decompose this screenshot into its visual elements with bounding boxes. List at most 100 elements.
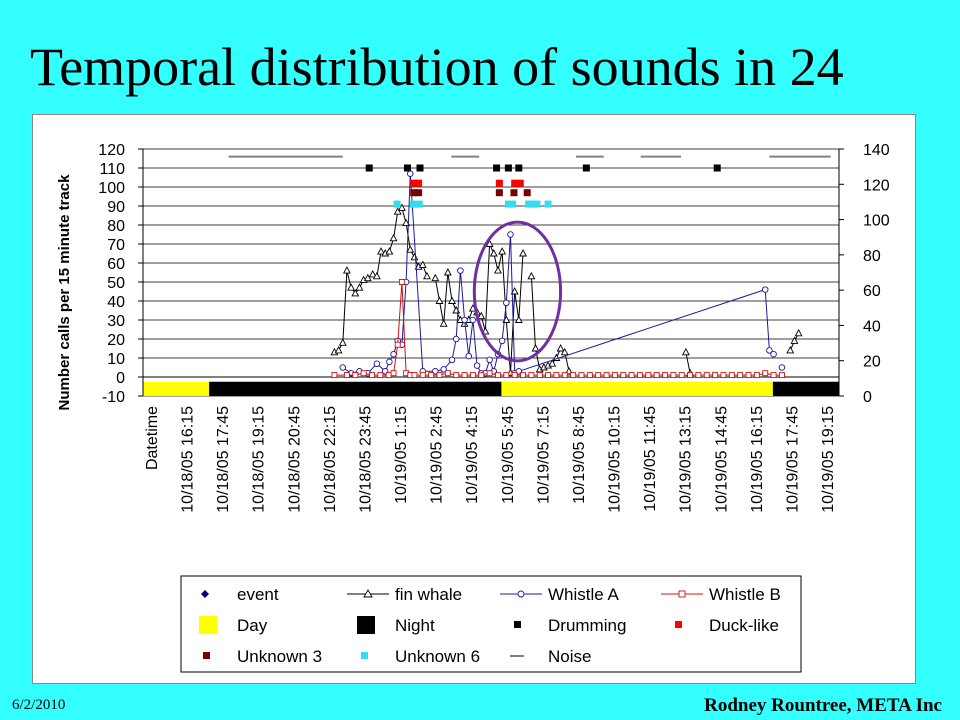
unk3-marker bbox=[410, 189, 418, 197]
unk6-marker bbox=[533, 200, 541, 208]
fin-point bbox=[556, 344, 565, 352]
fin-point bbox=[514, 315, 523, 323]
unk3-marker bbox=[523, 189, 531, 197]
whistleB-point bbox=[687, 372, 694, 379]
x-tick-label: Datetime bbox=[144, 406, 161, 470]
legend-item-whistleA: Whistle A bbox=[500, 585, 620, 604]
fin-point bbox=[410, 252, 419, 261]
fin-point bbox=[334, 345, 343, 354]
x-tick-label: 10/18/05 16:15 bbox=[180, 406, 197, 513]
fin-point bbox=[372, 271, 381, 280]
y-tick-label: 100 bbox=[98, 180, 125, 197]
drum-marker bbox=[582, 164, 590, 172]
whistleB-point bbox=[553, 372, 560, 379]
footer-date: 6/2/2010 bbox=[12, 697, 66, 713]
whistleB-point bbox=[545, 372, 552, 379]
x-tick-labels: Datetime 10/18/05 16:15 10/18/05 17:45 10/1… bbox=[144, 406, 837, 513]
legend-marker bbox=[363, 589, 373, 598]
whistleB-point bbox=[645, 372, 652, 379]
fin-point bbox=[790, 336, 799, 344]
fin-point bbox=[794, 328, 803, 337]
x-tick-label: 10/19/05 5:45 bbox=[500, 406, 517, 504]
x-tick-label: 10/19/05 13:15 bbox=[678, 406, 695, 513]
whistleB-point bbox=[390, 370, 397, 377]
duck-marker bbox=[516, 179, 524, 187]
whistleB-point bbox=[720, 372, 727, 379]
x-tick-label: 10/19/05 10:15 bbox=[607, 406, 624, 513]
fin-point bbox=[377, 247, 385, 255]
whistleB-point bbox=[428, 372, 435, 379]
y2-tick-label: 80 bbox=[863, 248, 881, 265]
whistleB-point bbox=[436, 372, 443, 379]
whistleB-point bbox=[453, 372, 460, 379]
y-tick-label: 10 bbox=[107, 351, 125, 368]
y2-tick-label: 60 bbox=[863, 283, 881, 300]
series bbox=[330, 170, 803, 379]
day-night-bar bbox=[143, 376, 839, 396]
whistleB-point bbox=[578, 372, 585, 379]
y2-tick-label: 40 bbox=[863, 318, 881, 335]
chart-panel: -10 0 10 20 30 40 50 60 70 80 90 100 110 120 0 20 40 60 80… bbox=[32, 114, 916, 684]
fin-point bbox=[519, 249, 527, 257]
y2-tick-label: 20 bbox=[863, 354, 881, 371]
fin-point bbox=[342, 266, 351, 274]
x-tick-label: 10/19/05 4:15 bbox=[464, 406, 481, 504]
whistleB-point bbox=[670, 372, 677, 379]
whistleA-point bbox=[448, 356, 456, 364]
fin-point bbox=[681, 347, 690, 356]
legend-label: event bbox=[237, 585, 279, 604]
fin-point bbox=[448, 296, 456, 304]
whistleB-point bbox=[611, 372, 618, 379]
legend-label: Whistle B bbox=[709, 585, 781, 604]
fin-point bbox=[527, 271, 536, 280]
y-tick-label: 90 bbox=[107, 199, 125, 216]
whistleB-point bbox=[712, 372, 719, 379]
drum-marker bbox=[365, 164, 373, 172]
fin-point bbox=[355, 283, 364, 291]
whistleA-point bbox=[457, 267, 464, 274]
whistleB-line bbox=[334, 281, 782, 376]
unk6-marker bbox=[409, 200, 417, 208]
y-tick-label: 0 bbox=[116, 370, 125, 387]
fin-point bbox=[389, 233, 398, 242]
whistleA-point bbox=[486, 356, 493, 364]
legend-item-unk6: Unknown 6 bbox=[361, 647, 480, 666]
legend-label: Noise bbox=[548, 647, 591, 666]
legend-box bbox=[180, 575, 802, 673]
fin-point bbox=[351, 288, 360, 297]
whistleB-point bbox=[570, 372, 577, 379]
slide-title: Temporal distribution of sounds in 24 bbox=[30, 37, 844, 97]
y-tick-label: 30 bbox=[107, 313, 125, 330]
unk6-marker bbox=[393, 200, 401, 208]
x-tick-label: 10/19/05 2:45 bbox=[429, 406, 446, 504]
y-tick-label: 50 bbox=[107, 275, 125, 292]
whistleB-point bbox=[628, 372, 635, 379]
whistleB-point bbox=[478, 372, 485, 379]
unk6-marker bbox=[509, 200, 517, 208]
x-tick-label: 10/19/05 16:15 bbox=[749, 406, 766, 513]
fin-point bbox=[406, 245, 415, 253]
event-markers bbox=[228, 155, 831, 208]
fin-point bbox=[548, 359, 557, 367]
whistleB-point bbox=[778, 372, 785, 379]
x-tick-label: 10/18/05 22:15 bbox=[322, 406, 339, 513]
legend-label: Duck-like bbox=[709, 616, 779, 635]
y-tick-label: 80 bbox=[107, 218, 125, 235]
y-axis-label: Number calls per 15 minute track bbox=[56, 174, 73, 411]
x-tick-label: 10/18/05 23:45 bbox=[357, 406, 374, 513]
legend-marker bbox=[199, 616, 217, 634]
unk6-marker bbox=[525, 200, 533, 208]
whistleA-point bbox=[386, 358, 393, 366]
y-tick-label: -10 bbox=[102, 389, 125, 406]
fin-point bbox=[786, 345, 795, 354]
legend-item-night: Night bbox=[357, 616, 435, 635]
legend-marker bbox=[361, 652, 368, 659]
fin-point bbox=[498, 247, 507, 255]
whistleA-point bbox=[498, 337, 506, 345]
drum-marker bbox=[403, 164, 411, 172]
drum-marker bbox=[713, 164, 721, 172]
whistleB-point bbox=[461, 372, 468, 379]
whistleA-point bbox=[461, 316, 468, 324]
unk6-marker bbox=[504, 200, 512, 208]
fin-point bbox=[431, 273, 440, 282]
